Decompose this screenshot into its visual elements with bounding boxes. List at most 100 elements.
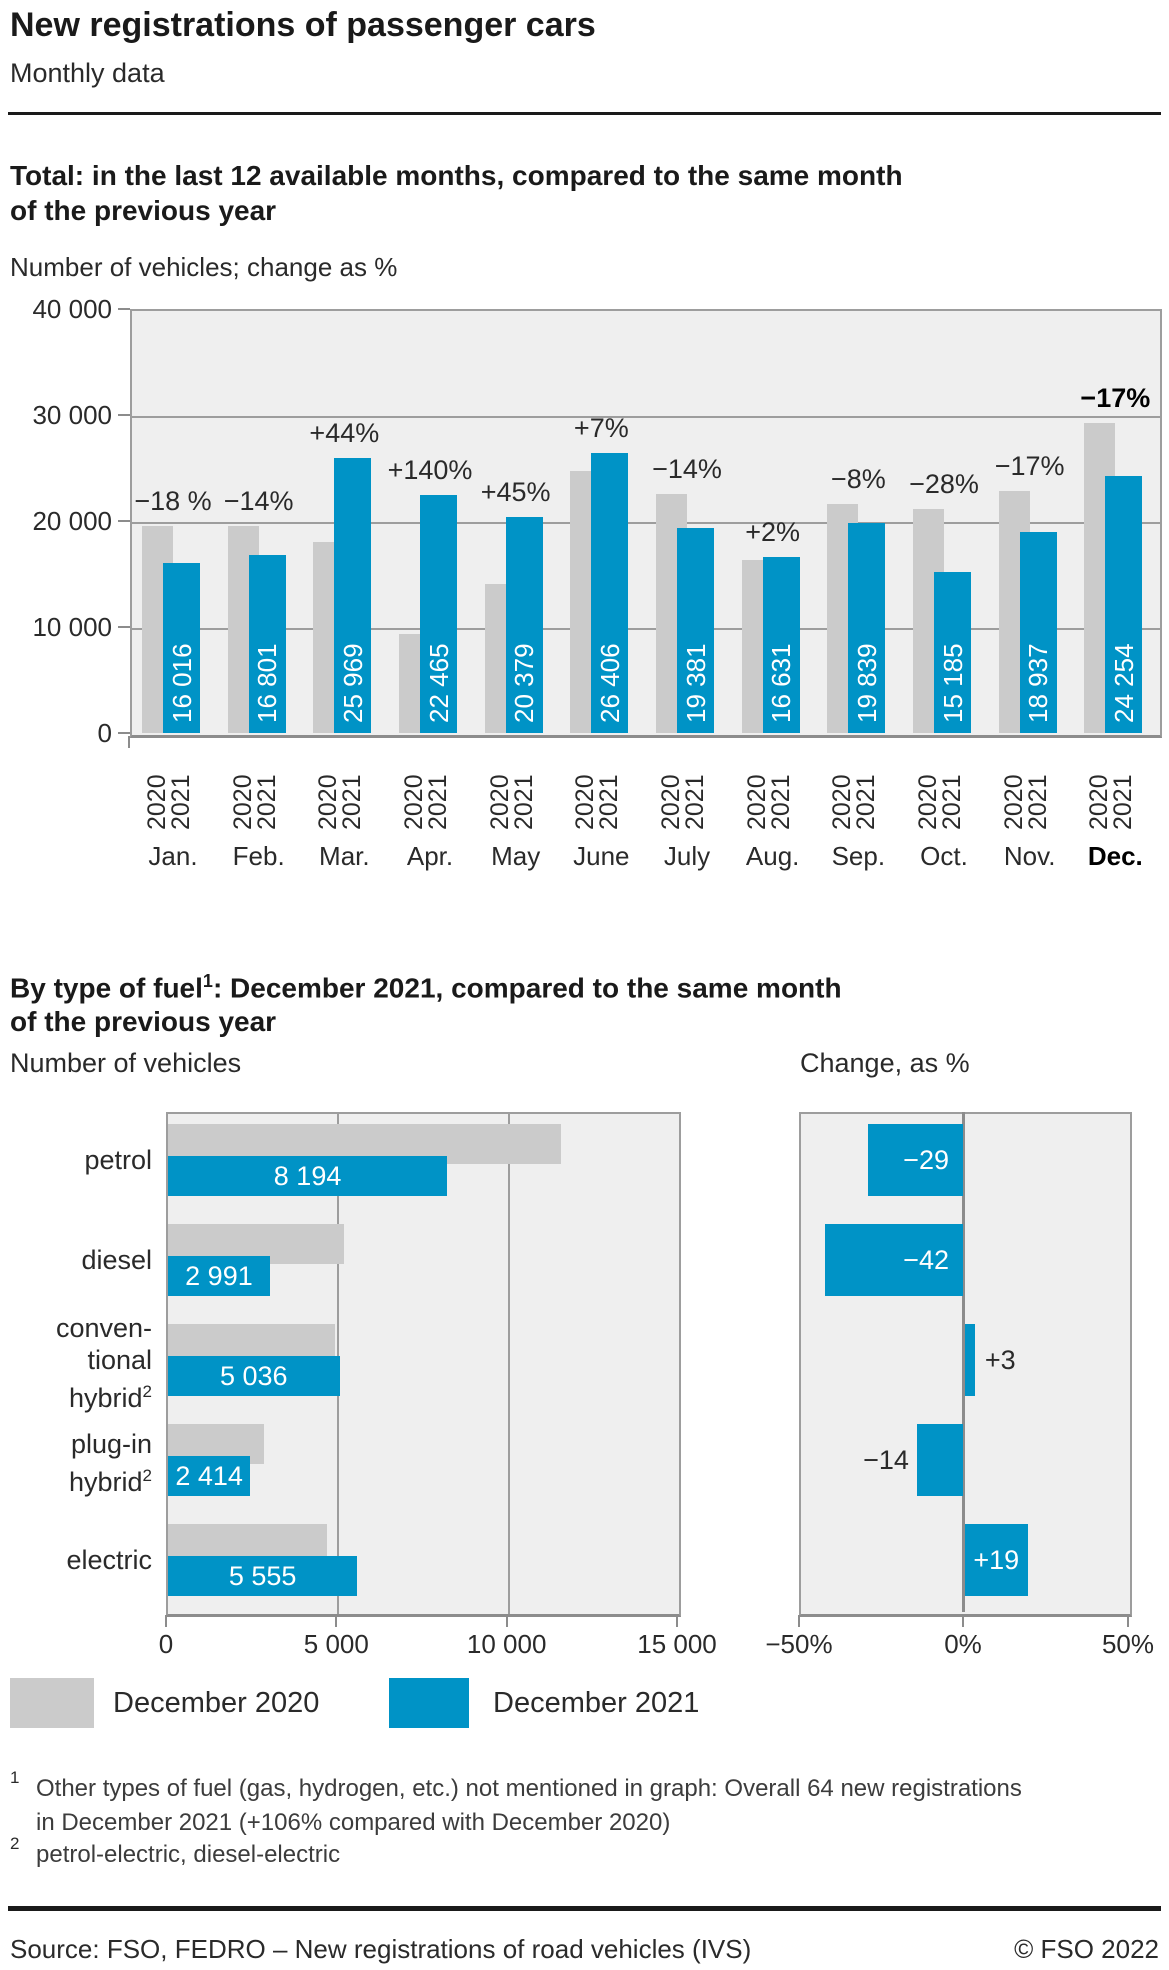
year-tick-label: 2021 bbox=[252, 774, 281, 830]
source-text: Source: FSO, FEDRO – New registrations o… bbox=[10, 1934, 752, 1964]
bar-2021: 20 379 bbox=[505, 516, 543, 733]
y-axis-tick bbox=[118, 520, 130, 522]
x-tick-label: 5 000 bbox=[303, 1629, 369, 1659]
footnote-marker: 1 bbox=[10, 1768, 20, 1787]
y-axis-tick bbox=[118, 626, 130, 628]
page-title: New registrations of passenger cars bbox=[10, 6, 596, 44]
bar-2021: 16 631 bbox=[762, 556, 800, 733]
bar-2021: 5 555 bbox=[168, 1556, 358, 1596]
x-axis-tick bbox=[962, 1615, 964, 1627]
page-subtitle: Monthly data bbox=[10, 58, 165, 88]
x-axis-tick bbox=[505, 1615, 508, 1627]
x-axis-tick bbox=[335, 1615, 338, 1627]
gridline bbox=[132, 522, 1160, 524]
category-label-line: hybrid2 bbox=[68, 1466, 152, 1497]
year-tick-label: 2021 bbox=[167, 774, 195, 830]
bar-value-label: 2 991 bbox=[185, 1261, 253, 1291]
footnote-line: petrol-electric, diesel-electric bbox=[36, 1841, 341, 1868]
category-label-line: electric bbox=[66, 1545, 152, 1575]
month-tick-label: Feb. bbox=[232, 841, 285, 871]
legend-label: December 2021 bbox=[493, 1687, 700, 1719]
year-tick-label: 2021 bbox=[595, 774, 624, 830]
change-bar-2021 bbox=[965, 1324, 975, 1396]
bar-value-label: 16 801 bbox=[252, 643, 283, 723]
bar-value-label: 15 185 bbox=[937, 643, 968, 723]
fuel-heading-line1: By type of fuel1: December 2021, compare… bbox=[10, 964, 842, 1005]
fuel-change-subhead: Change, as % bbox=[800, 1048, 970, 1078]
bar-2021: 24 254 bbox=[1105, 475, 1143, 733]
monthly-plot-area bbox=[130, 309, 1162, 738]
footnote-text: petrol-electric, diesel-electric bbox=[36, 1838, 1046, 1872]
bar-2021: 2 414 bbox=[168, 1456, 251, 1496]
year-tick-label: 2021 bbox=[509, 774, 538, 830]
bar-2021: 22 465 bbox=[420, 494, 457, 733]
bar-2021: 18 937 bbox=[1019, 532, 1057, 733]
bar-value-label: 24 254 bbox=[1108, 643, 1139, 723]
change-value-label: −42 bbox=[903, 1245, 949, 1275]
x-tick-label: 15 000 bbox=[637, 1629, 717, 1659]
bar-value-label: 5 555 bbox=[228, 1561, 297, 1591]
bar-value-label: 5 036 bbox=[219, 1361, 288, 1391]
bar-value-label: 26 406 bbox=[594, 643, 625, 723]
footnote-text: Other types of fuel (gas, hydrogen, etc.… bbox=[36, 1772, 1046, 1840]
monthly-axis-note: Number of vehicles; change as % bbox=[10, 252, 398, 282]
month-tick-label: May bbox=[491, 841, 541, 871]
bar-2021: 16 016 bbox=[163, 563, 200, 733]
fuel-heading-rest: : December 2021, compared to the same mo… bbox=[212, 972, 842, 1004]
y-axis-tick bbox=[118, 732, 130, 734]
category-label-line: petrol bbox=[84, 1145, 152, 1175]
bar-value-label: 2 414 bbox=[175, 1461, 243, 1491]
y-tick-label: 0 bbox=[97, 718, 112, 748]
bar-2021: 8 194 bbox=[168, 1156, 448, 1196]
year-tick-label: 2021 bbox=[338, 774, 367, 830]
bar-2021: 26 406 bbox=[591, 453, 629, 733]
percent-change-label: −28% bbox=[909, 469, 979, 500]
month-tick-label: Oct. bbox=[920, 841, 968, 871]
y-tick-label: 10 000 bbox=[32, 612, 112, 642]
category-label: electric bbox=[0, 1544, 152, 1576]
bar-value-label: 18 937 bbox=[1023, 643, 1054, 723]
percent-change-label: −17% bbox=[994, 451, 1065, 482]
percent-change-label: −8% bbox=[830, 464, 886, 495]
x-tick-label: 0 bbox=[158, 1629, 174, 1659]
x-tick-label: 50% bbox=[1101, 1629, 1155, 1659]
bar-value-label: 16 016 bbox=[166, 643, 197, 723]
year-tick-label: 2021 bbox=[938, 774, 966, 830]
percent-change-label: −14% bbox=[652, 454, 722, 485]
y-tick-label: 40 000 bbox=[32, 294, 112, 324]
category-label-line: plug-in bbox=[70, 1429, 152, 1459]
bar-value-label: 8 194 bbox=[273, 1161, 342, 1191]
bar-2021: 2 991 bbox=[168, 1256, 270, 1296]
percent-change-label: +140% bbox=[387, 454, 473, 485]
fuel-heading-superscript: 1 bbox=[202, 971, 213, 991]
month-tick-label: Aug. bbox=[745, 841, 800, 871]
y-tick-label: 20 000 bbox=[32, 506, 112, 536]
gridline bbox=[507, 1114, 510, 1614]
y-tick-label: 30 000 bbox=[32, 400, 112, 430]
gridline bbox=[132, 628, 1160, 630]
x-tick-label: −50% bbox=[765, 1629, 833, 1659]
x-axis-tick bbox=[676, 1615, 678, 1627]
fuel-section-heading: By type of fuel1: December 2021, compare… bbox=[10, 964, 842, 1039]
year-tick-label: 2021 bbox=[681, 774, 709, 830]
year-tick-label: 2021 bbox=[852, 774, 881, 830]
change-value-label: +3 bbox=[984, 1345, 1016, 1375]
category-label: plug-in hybrid2 bbox=[0, 1428, 152, 1498]
month-tick-label: July bbox=[663, 841, 711, 871]
bar-value-label: 19 381 bbox=[680, 643, 711, 723]
year-tick-label: 2020 bbox=[999, 774, 1028, 830]
copyright-text: © FSO 2022 bbox=[1014, 1934, 1159, 1964]
header-divider bbox=[8, 112, 1161, 115]
category-label-line: conven- bbox=[55, 1313, 152, 1343]
bar-2021: 25 969 bbox=[334, 457, 372, 733]
x-axis-tick bbox=[128, 736, 130, 748]
legend-label: December 2020 bbox=[113, 1687, 320, 1719]
year-tick-label: 2020 bbox=[228, 774, 257, 830]
change-value-label: −14 bbox=[863, 1445, 909, 1475]
change-value-label: −29 bbox=[903, 1145, 949, 1175]
x-axis-tick bbox=[1127, 1615, 1129, 1627]
change-value-label: +19 bbox=[973, 1545, 1020, 1575]
bar-value-label: 25 969 bbox=[337, 643, 368, 723]
bar-value-label: 22 465 bbox=[423, 643, 454, 723]
